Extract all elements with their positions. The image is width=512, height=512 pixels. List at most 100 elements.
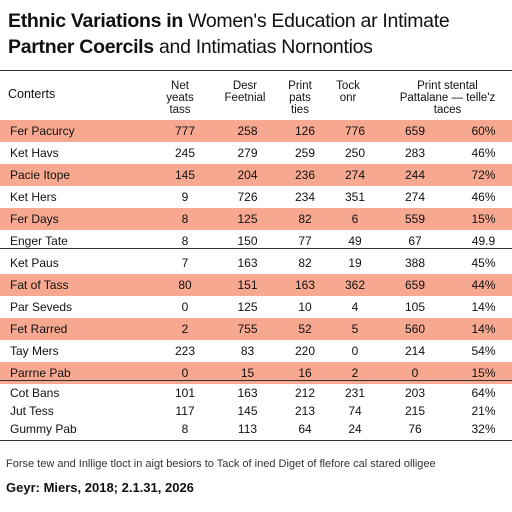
row-label: Enger Tate bbox=[10, 234, 68, 248]
table-cell: 388 bbox=[404, 256, 426, 270]
row-label: Fat of Tass bbox=[0, 274, 150, 296]
table-row: Ket Hers 9 726 234 351 274 46% bbox=[0, 186, 512, 208]
table-cell: 362 bbox=[335, 274, 375, 296]
table-cell: 82 bbox=[275, 208, 335, 230]
top-rule bbox=[0, 70, 512, 71]
table-cell: 49 bbox=[348, 234, 362, 248]
table-cell: 44% bbox=[455, 274, 512, 296]
table-cell: 2 bbox=[335, 362, 375, 384]
table-cell: 14% bbox=[455, 318, 512, 340]
table-row: Ket Havs 245 279 259 250 283 46% bbox=[0, 142, 512, 164]
row-label: Ket Havs bbox=[10, 146, 59, 160]
table-cell: 54% bbox=[471, 344, 496, 358]
title-line2-bold: Partner Coercils bbox=[8, 36, 154, 58]
table-cell: 279 bbox=[237, 146, 258, 160]
table-cell: 82 bbox=[298, 256, 312, 270]
table-cell: 274 bbox=[335, 164, 375, 186]
table-cell: 215 bbox=[404, 404, 426, 418]
table-cell: 220 bbox=[294, 344, 316, 358]
table-cell: 244 bbox=[375, 164, 455, 186]
table-cell: 126 bbox=[275, 120, 335, 142]
table-row: Fer Pacurcy 777 258 126 776 659 60% bbox=[0, 120, 512, 142]
table-row: Fat of Tass 80 151 163 362 659 44% bbox=[0, 274, 512, 296]
table-cell: 212 bbox=[294, 386, 316, 400]
table-cell: 8 bbox=[181, 422, 189, 436]
header-contents: Conterts bbox=[8, 87, 56, 101]
table-cell: 258 bbox=[220, 120, 275, 142]
table-cell: 776 bbox=[335, 120, 375, 142]
header-col2: Desr Feetnial bbox=[224, 80, 266, 104]
table-cell: 46% bbox=[471, 146, 496, 160]
row-label: Fer Pacurcy bbox=[0, 120, 150, 142]
table-cell: 234 bbox=[294, 190, 316, 204]
table-cell: 204 bbox=[220, 164, 275, 186]
table-cell: 14% bbox=[471, 300, 496, 314]
table-cell: 80 bbox=[150, 274, 220, 296]
row-label: Cot Bans bbox=[10, 386, 60, 400]
table-cell: 64% bbox=[471, 386, 496, 400]
table-row: Ket Paus 7 163 82 19 388 45% bbox=[0, 252, 512, 274]
table-cell: 659 bbox=[375, 274, 455, 296]
title-line1-bold: Ethnic Variations in bbox=[8, 10, 183, 32]
row-label: Pacie Itope bbox=[0, 164, 150, 186]
table-cell: 203 bbox=[404, 386, 426, 400]
table-cell: 259 bbox=[294, 146, 316, 160]
table-cell: 19 bbox=[348, 256, 362, 270]
row-label: Jut Tess bbox=[10, 404, 54, 418]
table-cell: 15% bbox=[455, 362, 512, 384]
table-cell: 32% bbox=[471, 422, 496, 436]
table-cell: 163 bbox=[237, 386, 258, 400]
table-cell: 0 bbox=[181, 300, 189, 314]
table-cell: 214 bbox=[404, 344, 426, 358]
table-cell: 559 bbox=[375, 208, 455, 230]
table-cell: 21% bbox=[471, 404, 496, 418]
table-cell: 236 bbox=[275, 164, 335, 186]
header-col1: Net yeats tass bbox=[166, 80, 194, 116]
title-line1-rest: Women's Education ar Intimate bbox=[182, 10, 450, 32]
table-cell: 0 bbox=[150, 362, 220, 384]
row-label: Fer Days bbox=[0, 208, 150, 230]
table-cell: 64 bbox=[298, 422, 312, 436]
table-cell: 9 bbox=[181, 190, 189, 204]
row-label: Fet Rarred bbox=[0, 318, 150, 340]
table-cell: 351 bbox=[344, 190, 366, 204]
document-title: Ethnic Variations in Women's Education a… bbox=[8, 8, 508, 60]
table-cell: 283 bbox=[404, 146, 426, 160]
table-cell: 16 bbox=[275, 362, 335, 384]
table-cell: 8 bbox=[150, 208, 220, 230]
table-cell: 560 bbox=[375, 318, 455, 340]
section-rule-1 bbox=[0, 248, 512, 249]
table-note: Forse tew and Inllige tloct in aigt besi… bbox=[6, 458, 436, 470]
table-cell: 4 bbox=[351, 300, 359, 314]
table-cell: 2 bbox=[150, 318, 220, 340]
table-cell: 77 bbox=[298, 234, 312, 248]
table-cell: 231 bbox=[344, 386, 366, 400]
table-cell: 0 bbox=[351, 344, 359, 358]
table-cell: 105 bbox=[404, 300, 426, 314]
table-row: Parrne Pab 0 15 16 2 0 15% bbox=[0, 362, 512, 384]
table-cell: 76 bbox=[408, 422, 422, 436]
table-cell: 6 bbox=[335, 208, 375, 230]
row-label: Par Seveds bbox=[10, 300, 73, 314]
table-cell: 125 bbox=[237, 300, 258, 314]
table-cell: 163 bbox=[237, 256, 258, 270]
table-cell: 163 bbox=[275, 274, 335, 296]
table-cell: 72% bbox=[455, 164, 512, 186]
table-cell: 49.9 bbox=[471, 234, 496, 248]
header-col5: Print stental Pattalane — telle'z taces bbox=[399, 80, 496, 116]
title-line2-rest: and Intimatias Nornontios bbox=[153, 36, 373, 58]
table-cell: 46% bbox=[471, 190, 496, 204]
table-row: Tay Mers 223 83 220 0 214 54% bbox=[0, 340, 512, 362]
table-cell: 15% bbox=[455, 208, 512, 230]
table-cell: 10 bbox=[298, 300, 312, 314]
table-cell: 151 bbox=[220, 274, 275, 296]
header-col4: Tock onr bbox=[336, 80, 360, 104]
table-cell: 45% bbox=[471, 256, 496, 270]
row-label: Ket Paus bbox=[10, 256, 59, 270]
bottom-rule bbox=[0, 440, 512, 441]
row-label: Gummy Pab bbox=[10, 422, 77, 436]
table-cell: 213 bbox=[294, 404, 316, 418]
table-row: Par Seveds 0 125 10 4 105 14% bbox=[0, 296, 512, 318]
table-cell: 145 bbox=[237, 404, 258, 418]
table-cell: 274 bbox=[404, 190, 426, 204]
